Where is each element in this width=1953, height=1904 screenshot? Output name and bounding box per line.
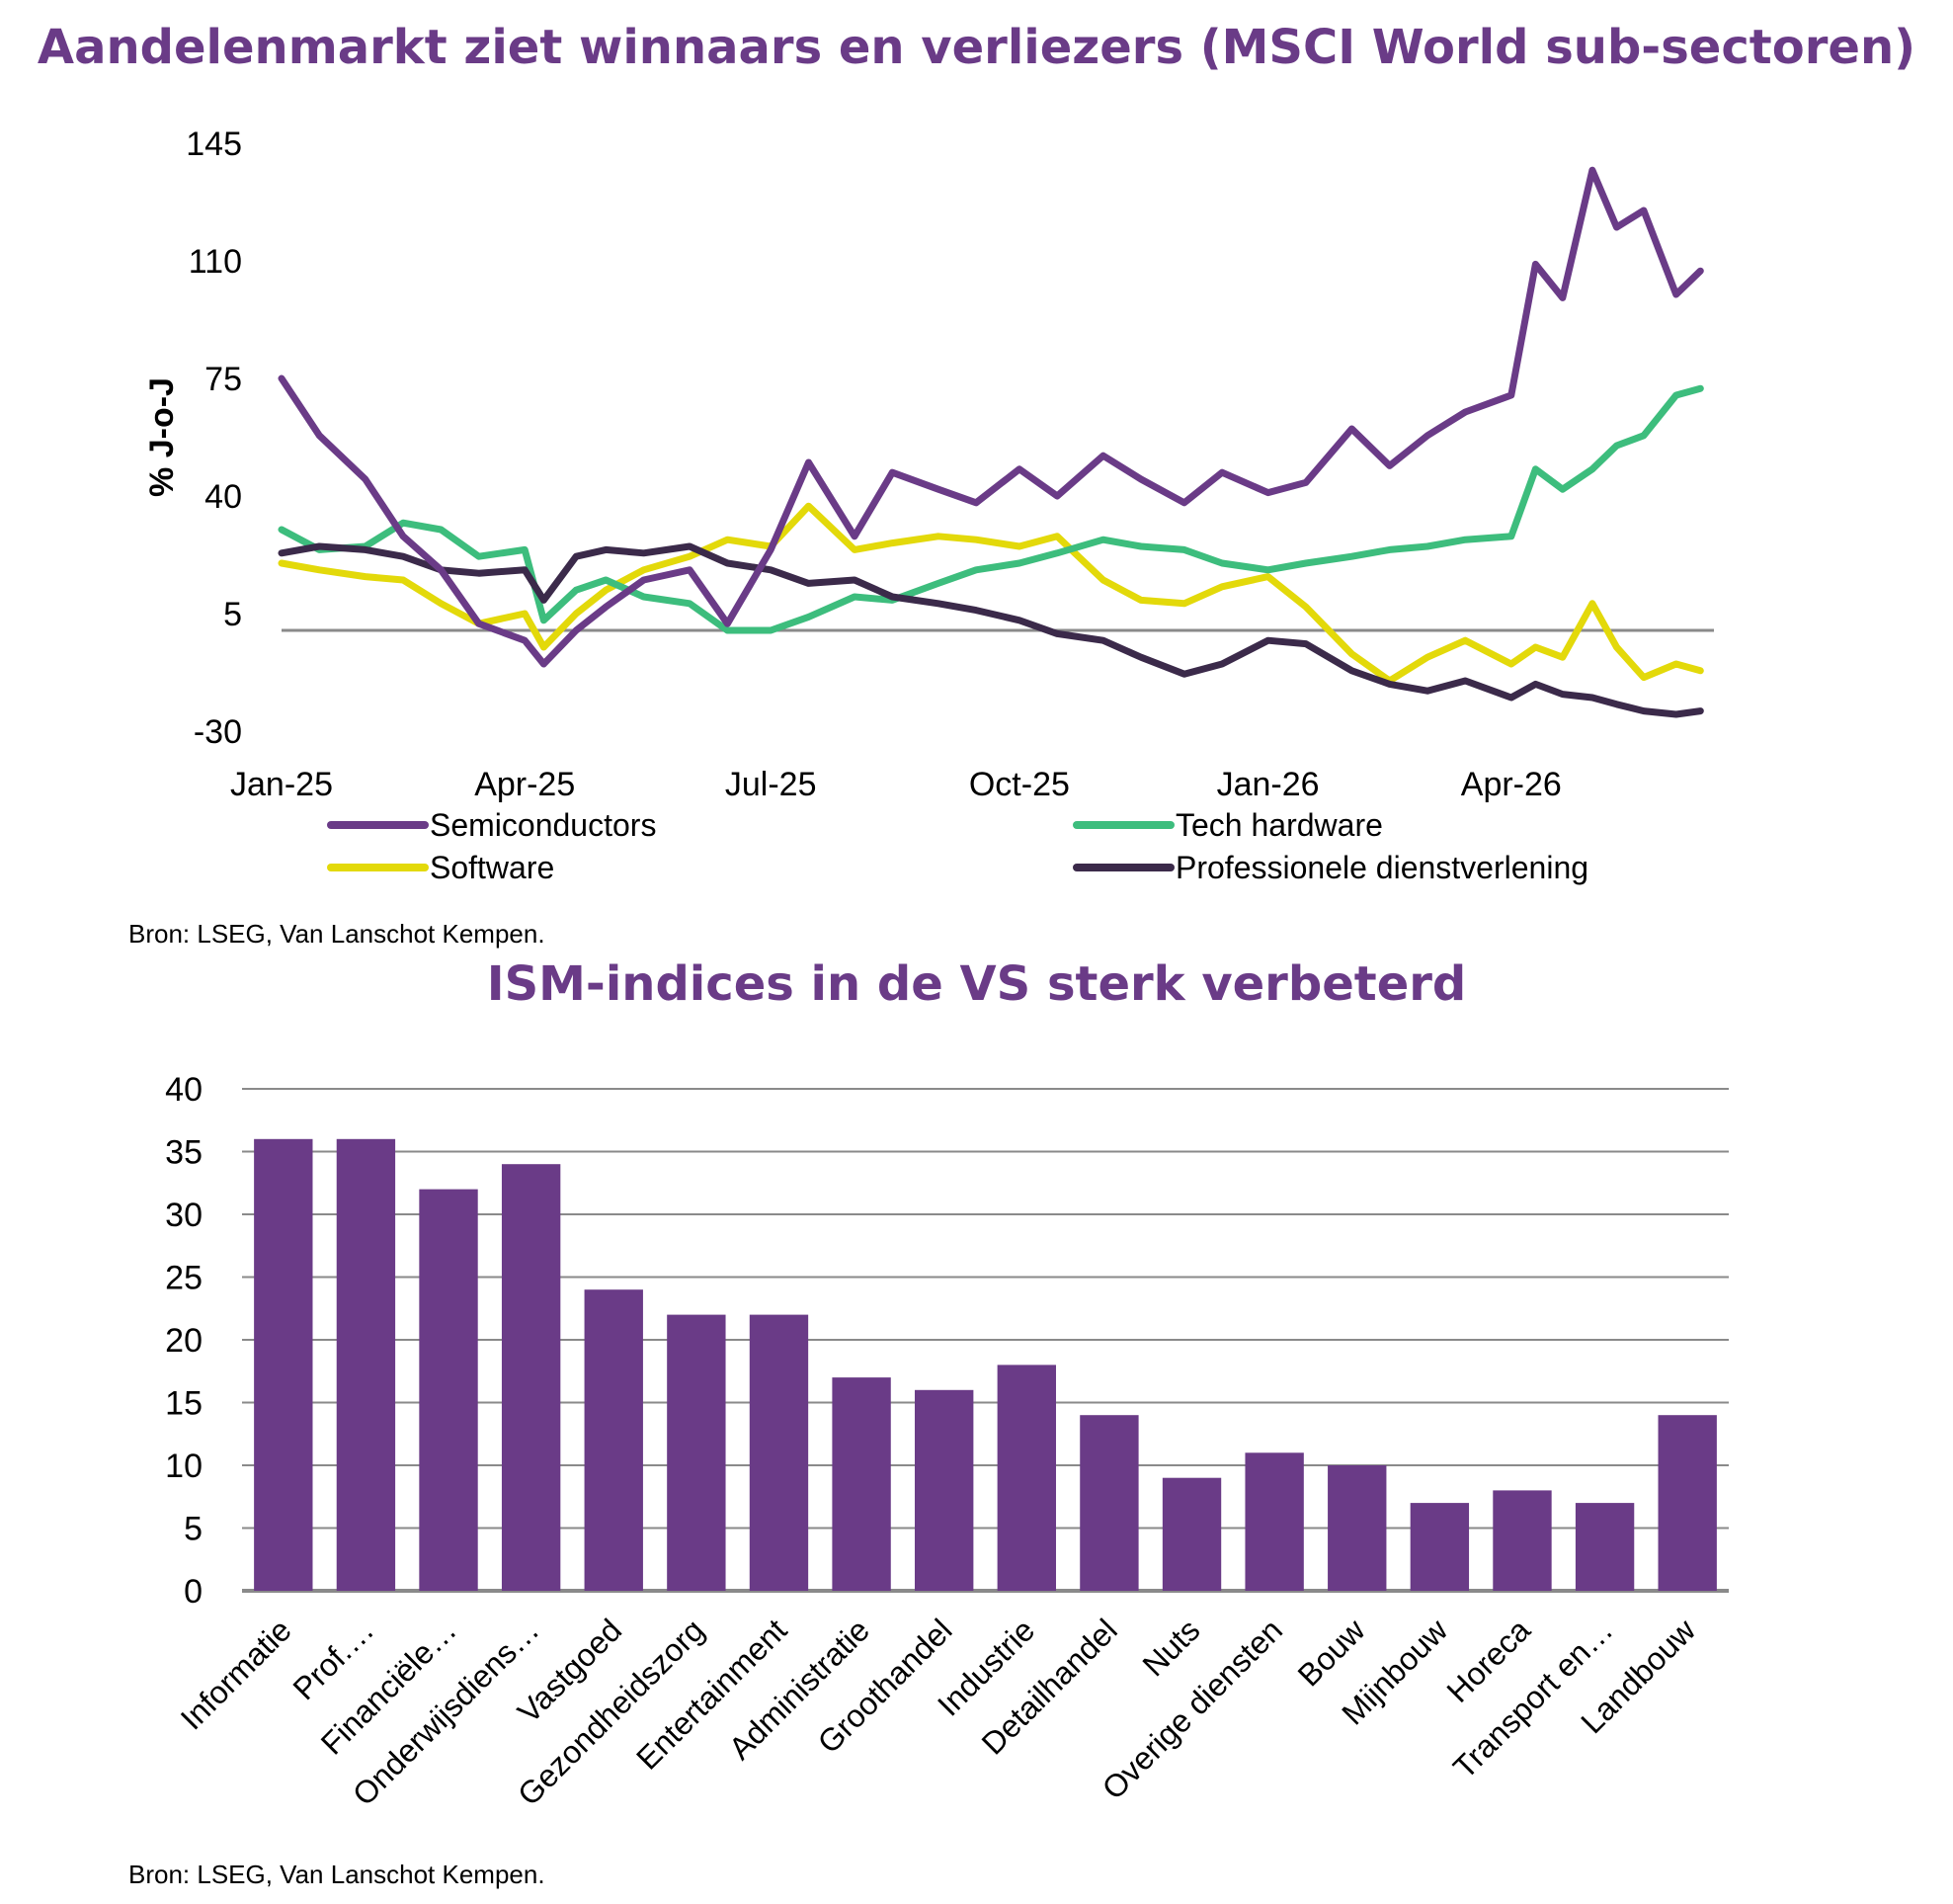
bar xyxy=(1493,1490,1552,1591)
y-axis-label: % J-o-J xyxy=(143,377,181,497)
bar xyxy=(254,1138,313,1591)
x-tick-label: Prof.… xyxy=(285,1612,380,1706)
top-chart-title: Aandelenmarkt ziet winnaars en verliezer… xyxy=(37,20,1916,75)
y-tick-label: 30 xyxy=(165,1197,203,1234)
y-tick-label: 145 xyxy=(186,125,242,163)
bar xyxy=(419,1189,478,1591)
bar xyxy=(1162,1477,1222,1591)
x-tick-label: Financiële… xyxy=(314,1612,463,1761)
x-tick-label: Groothandel xyxy=(811,1612,959,1760)
y-tick-label: 40 xyxy=(165,1071,203,1109)
bottom-chart-source: Bron: LSEG, Van Lanschot Kempen. xyxy=(128,1860,545,1889)
bar xyxy=(1080,1415,1139,1591)
bar xyxy=(1658,1415,1717,1591)
x-tick-label: Apr-25 xyxy=(474,766,575,803)
x-tick-label: Mijnbouw xyxy=(1335,1612,1455,1732)
x-tick-label: Overige diensten xyxy=(1096,1612,1290,1806)
y-tick-label: 5 xyxy=(184,1511,203,1548)
x-tick-label: Landbouw xyxy=(1574,1612,1703,1741)
bar xyxy=(832,1377,891,1591)
x-tick-label: Industrie xyxy=(931,1612,1041,1722)
legend-label: Professionele dienstverlening xyxy=(1176,850,1588,885)
y-tick-label: 75 xyxy=(204,361,242,398)
y-tick-label: 35 xyxy=(165,1134,203,1172)
x-tick-label: Oct-25 xyxy=(969,766,1070,803)
legend-label: Tech hardware xyxy=(1176,807,1383,843)
series-line xyxy=(278,542,1704,718)
x-tick-label: Jan-25 xyxy=(230,766,333,803)
y-tick-label: -30 xyxy=(194,713,242,751)
bar xyxy=(1410,1503,1470,1591)
x-tick-label: Vastgoed xyxy=(511,1612,628,1729)
bar xyxy=(997,1365,1056,1591)
bar xyxy=(1328,1465,1387,1591)
x-tick-label: Bouw xyxy=(1291,1612,1373,1694)
x-tick-label: Transport en… xyxy=(1446,1612,1620,1785)
bar xyxy=(336,1138,396,1591)
series-line xyxy=(278,166,1704,668)
bar xyxy=(667,1314,726,1591)
y-tick-label: 15 xyxy=(165,1385,203,1423)
bar xyxy=(584,1289,643,1591)
x-tick-label: Gezondheidszorg xyxy=(511,1612,711,1812)
legend-label: Semiconductors xyxy=(430,807,656,843)
x-tick-label: Onderwijsdiens… xyxy=(346,1612,546,1812)
x-tick-label: Apr-26 xyxy=(1461,766,1562,803)
x-tick-label: Nuts xyxy=(1135,1612,1206,1683)
bar xyxy=(1575,1503,1635,1591)
y-tick-label: 0 xyxy=(184,1573,203,1611)
y-tick-label: 110 xyxy=(189,243,242,281)
x-tick-label: Jul-25 xyxy=(725,766,817,803)
y-tick-label: 40 xyxy=(204,478,242,516)
bar xyxy=(749,1314,809,1591)
y-tick-label: 10 xyxy=(165,1448,203,1485)
top-chart-source: Bron: LSEG, Van Lanschot Kempen. xyxy=(128,919,545,949)
y-tick-label: 25 xyxy=(165,1260,203,1297)
series-line xyxy=(278,384,1704,634)
x-tick-label: Administratie xyxy=(722,1612,876,1766)
y-tick-label: 20 xyxy=(165,1322,203,1360)
legend-label: Software xyxy=(430,850,554,885)
y-tick-label: 5 xyxy=(223,596,242,633)
line-chart: 145 110 75 40 5 -30 Jan-25 Apr-25 Jul-25 Oct-25 Ja… xyxy=(143,125,1714,885)
x-tick-label: Detailhandel xyxy=(975,1612,1124,1761)
x-tick-label: Horeca xyxy=(1440,1612,1538,1709)
bar xyxy=(501,1164,561,1591)
bottom-chart-title: ISM-indices in de VS sterk verbeterd xyxy=(486,956,1467,1012)
series-line xyxy=(278,502,1704,685)
bar xyxy=(1245,1452,1304,1591)
x-tick-label: Entertainment xyxy=(629,1612,793,1776)
x-tick-label: Informatie xyxy=(174,1612,298,1736)
bar xyxy=(915,1389,974,1591)
x-tick-label: Jan-26 xyxy=(1217,766,1320,803)
